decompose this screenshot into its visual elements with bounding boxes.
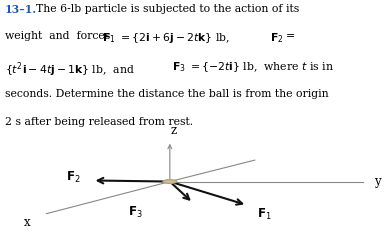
Text: weight  and  forces: weight and forces [5, 31, 117, 41]
Text: The 6-lb particle is subjected to the action of its: The 6-lb particle is subjected to the ac… [36, 4, 299, 14]
Text: $\mathbf{F}_2$: $\mathbf{F}_2$ [270, 31, 284, 45]
Text: 13–1.: 13–1. [5, 4, 37, 15]
Text: $\mathbf{F}_1$: $\mathbf{F}_1$ [102, 31, 115, 45]
Text: seconds. Determine the distance the ball is from the origin: seconds. Determine the distance the ball… [5, 89, 328, 99]
Text: $\mathbf{F}_3$: $\mathbf{F}_3$ [172, 60, 186, 74]
Text: y: y [374, 175, 381, 188]
Text: $\mathbf{F}_2$: $\mathbf{F}_2$ [66, 170, 81, 185]
Circle shape [163, 180, 177, 183]
Text: =: = [286, 31, 295, 41]
Text: $\mathbf{F}_3$: $\mathbf{F}_3$ [128, 205, 143, 220]
Text: z: z [171, 123, 177, 137]
Text: $= \{2\mathbf{i} + 6\mathbf{j} - 2t\mathbf{k}\}$ lb,: $= \{2\mathbf{i} + 6\mathbf{j} - 2t\math… [118, 31, 230, 45]
Text: $\{t^2\mathbf{i} - 4t\mathbf{j} - 1\mathbf{k}\}$ lb,  and: $\{t^2\mathbf{i} - 4t\mathbf{j} - 1\math… [5, 60, 138, 79]
Text: $= \{-2t\mathbf{i}\}$ lb,  where $t$ is in: $= \{-2t\mathbf{i}\}$ lb, where $t$ is i… [188, 60, 334, 74]
Text: x: x [24, 216, 31, 229]
Text: $\mathbf{F}_1$: $\mathbf{F}_1$ [257, 207, 271, 222]
Text: 2 s after being released from rest.: 2 s after being released from rest. [5, 117, 193, 127]
